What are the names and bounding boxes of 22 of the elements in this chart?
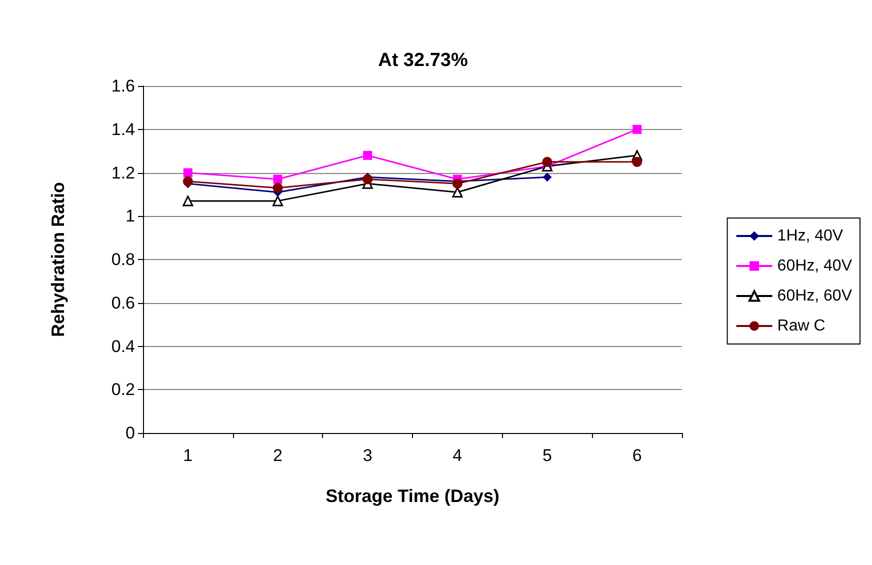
x-tick-label: 3 (362, 446, 372, 465)
x-tick-label: 1 (183, 446, 193, 465)
x-tick-label: 4 (452, 446, 462, 465)
x-tick-label: 5 (542, 446, 552, 465)
chart-title: At 32.73% (378, 50, 468, 71)
y-tick-label: 0.4 (111, 336, 135, 356)
y-tick-label: 1 (126, 206, 135, 226)
y-tick-label: 0.2 (111, 380, 135, 400)
legend-label: 60Hz, 40V (777, 258, 852, 274)
x-tick-label: 2 (273, 446, 282, 465)
legend-label: 1Hz, 40V (777, 228, 844, 244)
y-tick-label: 0.6 (111, 293, 135, 312)
y-tick-label: 1.4 (111, 120, 135, 139)
legend-label: Raw C (777, 318, 826, 334)
y-tick-label: 0.8 (111, 250, 135, 269)
y-tick-label: 1.2 (111, 163, 135, 182)
x-tick-label: 6 (632, 446, 642, 465)
y-tick-label: 1.6 (111, 76, 135, 96)
x-axis-title: Storage Time (Days) (326, 486, 500, 506)
legend-label: 60Hz, 60V (777, 288, 852, 304)
y-axis-title: Rehydration Ratio (48, 182, 68, 338)
y-tick-label: 0 (126, 424, 135, 442)
